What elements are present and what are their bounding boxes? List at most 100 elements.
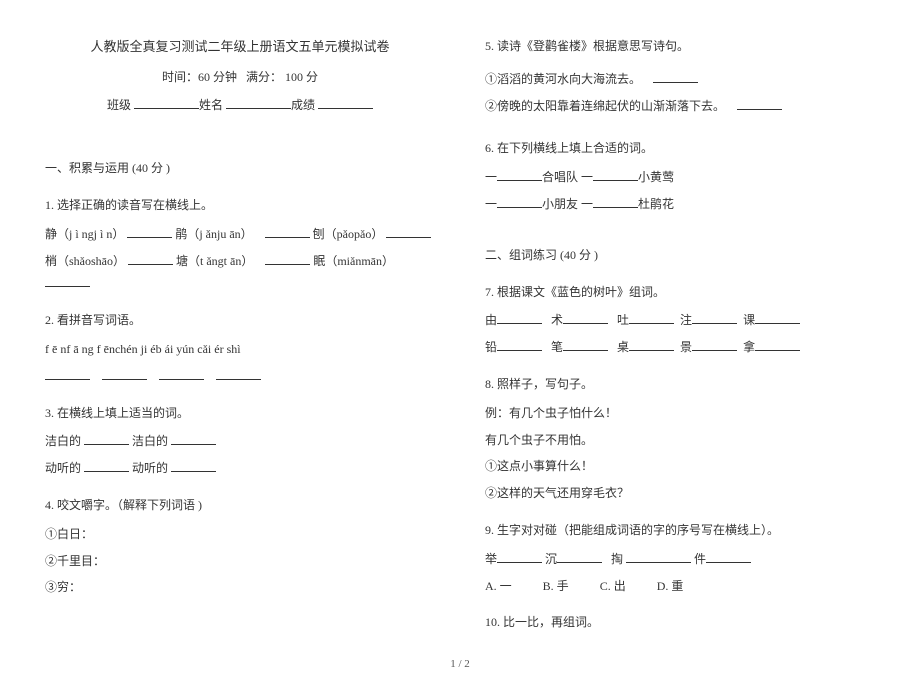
q1-b2: 塘（t ǎngt ān） [176,254,253,268]
q6-blank[interactable] [593,167,638,181]
q7-w: 课 [743,313,755,327]
q6-row2: 一小朋友 一杜鹃花 [485,193,875,216]
q6-t: 小朋友 一 [542,197,593,211]
score-label: 成绩 [291,98,315,112]
q7-row1: 由 术 吐 注 课 [485,309,875,332]
name-blank[interactable] [226,95,291,109]
q3-l2b: 动听的 [132,461,171,475]
q9-opt-b: B. 手 [543,575,569,598]
q6-blank[interactable] [497,167,542,181]
q7-blank[interactable] [497,337,542,351]
q5-blank[interactable] [737,96,782,110]
q7-blank[interactable] [563,337,608,351]
q5-1: ①滔滔的黄河水向大海流去。 [485,68,875,91]
page-columns: 人教版全真复习测试二年级上册语文五单元模拟试卷 时间：60 分钟 满分： 100… [45,35,875,640]
q3-blank[interactable] [171,431,216,445]
q2-blank[interactable] [45,366,90,380]
q1-blank[interactable] [265,251,310,265]
q7-blank[interactable] [755,310,800,324]
q9-blank[interactable] [626,549,691,563]
section-1-title: 一、积累与运用 (40 分 ) [45,157,435,180]
student-info: 班级 姓名 成绩 [45,94,435,117]
q4-2: ②千里目： [45,550,435,573]
q1-row1: 静（j ì ngj ì n） 鹃（j ǎnju ān） 刨（pǎopǎo） [45,223,435,246]
q7-w: 注 [680,313,692,327]
right-column: 5. 读诗《登鹳雀楼》根据意思写诗句。 ①滔滔的黄河水向大海流去。 ②傍晚的太阳… [485,35,875,640]
time-value: 60 分钟 [198,70,237,84]
q7-blank[interactable] [629,337,674,351]
q7-w: 由 [485,313,497,327]
q7-blank[interactable] [563,310,608,324]
q2-blank[interactable] [102,366,147,380]
q6-row1: 一合唱队 一小黄莺 [485,166,875,189]
q7-w: 铅 [485,340,497,354]
q1-a3: 刨（pǎopǎo） [313,227,384,241]
q7-blank[interactable] [755,337,800,351]
q1-blank[interactable] [127,224,172,238]
q2-pinyin: f ē nf ā ng f ēnchén ji éb ái yún cǎi ér… [45,338,435,361]
exam-meta: 时间：60 分钟 满分： 100 分 [45,66,435,89]
q3-blank[interactable] [171,458,216,472]
q9-opt-c: C. 出 [600,575,626,598]
q5-1-text: ①滔滔的黄河水向大海流去。 [485,72,641,86]
q9-options: A. 一 B. 手 C. 出 D. 重 [485,575,875,598]
full-value: 100 分 [282,70,318,84]
q9-w: 掏 [611,552,626,566]
q3-blank[interactable] [84,458,129,472]
q4-3: ③穷： [45,576,435,599]
left-column: 人教版全真复习测试二年级上册语文五单元模拟试卷 时间：60 分钟 满分： 100… [45,35,435,640]
q9-w: 沉 [545,552,557,566]
q6-t: 一 [485,170,497,184]
q5-title: 5. 读诗《登鹳雀楼》根据意思写诗句。 [485,35,875,58]
q5-2: ②傍晚的太阳靠着连绵起伏的山渐渐落下去。 [485,95,875,118]
q9-w: 举 [485,552,497,566]
q3-row1: 洁白的 洁白的 [45,430,435,453]
q1-a2: 鹃（j ǎnju ān） [175,227,252,241]
q5-blank[interactable] [653,69,698,83]
q2-blank[interactable] [159,366,204,380]
q6-blank[interactable] [497,194,542,208]
q1-blank[interactable] [128,251,173,265]
q3-title: 3. 在横线上填上适当的词。 [45,402,435,425]
q3-l1b: 洁白的 [132,434,171,448]
q9-w: 件 [694,552,706,566]
q4-1: ①白日： [45,523,435,546]
q7-w: 拿 [743,340,755,354]
q7-w: 笔 [551,340,563,354]
q1-blank[interactable] [45,273,90,287]
q7-w: 桌 [617,340,629,354]
q7-blank[interactable] [692,337,737,351]
q7-blank[interactable] [692,310,737,324]
q9-row1: 举 沉 掏 件 [485,548,875,571]
q6-title: 6. 在下列横线上填上合适的词。 [485,137,875,160]
q1-b3: 眠（miǎnmān） [313,254,394,268]
q2-blank[interactable] [216,366,261,380]
time-label: 时间： [162,70,198,84]
class-label: 班级 [107,98,131,112]
q6-blank[interactable] [593,194,638,208]
q3-row2: 动听的 动听的 [45,457,435,480]
q1-a1: 静（j ì ngj ì n） [45,227,124,241]
q7-title: 7. 根据课文《蓝色的树叶》组词。 [485,281,875,304]
q1-blank[interactable] [386,224,431,238]
q1-blank[interactable] [265,224,310,238]
q3-blank[interactable] [84,431,129,445]
q9-blank[interactable] [497,549,542,563]
q3-l2a: 动听的 [45,461,81,475]
q9-blank[interactable] [557,549,602,563]
q1-row2: 梢（shǎoshāo） 塘（t ǎngt ān） 眠（miǎnmān） [45,250,435,296]
q9-opt-a: A. 一 [485,575,512,598]
q7-blank[interactable] [629,310,674,324]
q7-w: 景 [680,340,692,354]
q7-blank[interactable] [497,310,542,324]
q2-blanks [45,365,435,388]
q8-3: ①这点小事算什么！ [485,455,875,478]
q1-title: 1. 选择正确的读音写在横线上。 [45,194,435,217]
q4-title: 4. 咬文嚼字。（解释下列词语 ) [45,494,435,517]
class-blank[interactable] [134,95,199,109]
score-blank[interactable] [318,95,373,109]
q9-blank[interactable] [706,549,751,563]
exam-title: 人教版全真复习测试二年级上册语文五单元模拟试卷 [45,35,435,60]
q7-w: 吐 [617,313,629,327]
q8-2: 有几个虫子不用怕。 [485,429,875,452]
